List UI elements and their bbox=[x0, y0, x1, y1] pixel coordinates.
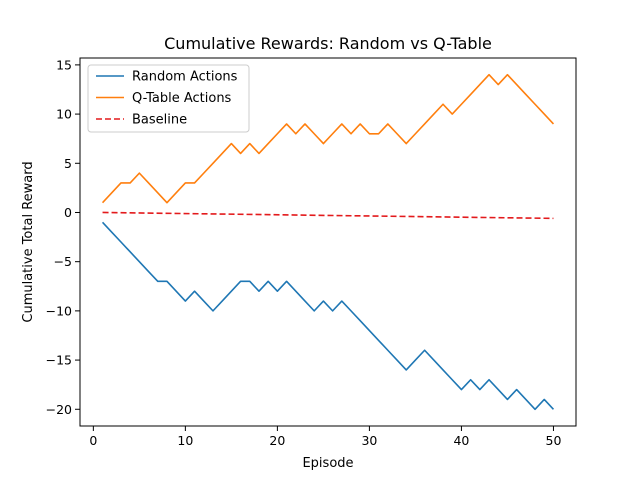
y-tick-label: −15 bbox=[46, 353, 72, 368]
y-axis-label: Cumulative Total Reward bbox=[21, 161, 36, 322]
series-line-random-actions bbox=[101, 221, 555, 411]
y-tick-label: −5 bbox=[54, 254, 72, 269]
legend-label: Q-Table Actions bbox=[132, 91, 232, 106]
y-axis: −20 −15 −10 −5 0 5 10 15 bbox=[46, 57, 80, 417]
series-line-q-table-actions bbox=[101, 73, 555, 204]
x-tick-label: 40 bbox=[453, 433, 469, 448]
x-tick-label: 30 bbox=[361, 433, 377, 448]
x-tick-label: 20 bbox=[269, 433, 285, 448]
x-tick-label: 50 bbox=[546, 433, 562, 448]
series-layer bbox=[101, 73, 555, 411]
y-tick-label: −10 bbox=[46, 303, 72, 318]
plot-frame bbox=[79, 57, 577, 427]
y-tick-label: 10 bbox=[56, 107, 72, 122]
x-axis-label: Episode bbox=[302, 456, 353, 471]
x-axis: 0 10 20 30 40 50 bbox=[89, 426, 561, 448]
y-tick-label: 5 bbox=[64, 156, 72, 171]
y-tick-label: 0 bbox=[64, 205, 72, 220]
x-tick-label: 0 bbox=[89, 433, 97, 448]
legend-label: Baseline bbox=[132, 113, 187, 128]
legend: Random Actions Q-Table Actions Baseline bbox=[87, 64, 250, 133]
series-line-baseline bbox=[102, 211, 554, 220]
y-tick-label: −20 bbox=[46, 402, 72, 417]
x-tick-label: 10 bbox=[177, 433, 193, 448]
y-tick-label: 15 bbox=[56, 57, 72, 72]
legend-label: Random Actions bbox=[132, 70, 238, 85]
chart-title: Cumulative Rewards: Random vs Q-Table bbox=[164, 34, 492, 53]
legend-frame bbox=[87, 64, 250, 133]
